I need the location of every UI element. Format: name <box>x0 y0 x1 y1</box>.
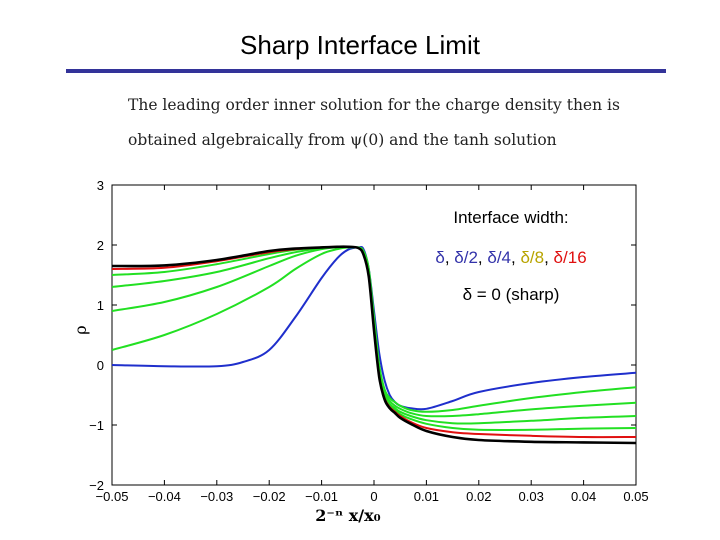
x-tick-label: −0.02 <box>253 489 286 504</box>
text-line-2: obtained algebraically from ψ(0) and the… <box>128 131 557 149</box>
y-axis-label: ρ <box>71 325 90 334</box>
x-tick-label: 0.03 <box>519 489 544 504</box>
annotation-sharp: δ = 0 (sharp) <box>463 285 560 304</box>
delta-label-6: δ/8 <box>520 248 544 267</box>
x-tick-label: 0.01 <box>414 489 439 504</box>
text-line-1: The leading order inner solution for the… <box>128 96 620 114</box>
x-axis-label: 2⁻ⁿ x/x₀ <box>315 506 380 525</box>
delta-label-5: , <box>511 248 520 267</box>
delta-label-4: δ/4 <box>487 248 511 267</box>
y-tick-label: 3 <box>97 178 104 193</box>
y-tick-label: 2 <box>97 238 104 253</box>
x-tick-label: 0.05 <box>623 489 648 504</box>
slide-title: Sharp Interface Limit <box>240 30 480 60</box>
x-tick-label: 0.04 <box>571 489 596 504</box>
x-tick-label: −0.01 <box>305 489 338 504</box>
y-tick-label: 1 <box>97 298 104 313</box>
y-tick-label: 0 <box>97 358 104 373</box>
delta-label-8: δ/16 <box>554 248 587 267</box>
y-tick-label: −2 <box>89 478 104 493</box>
x-tick-label: −0.05 <box>96 489 129 504</box>
x-tick-label: −0.03 <box>200 489 233 504</box>
annotation-deltas: δ, δ/2, δ/4, δ/8, δ/16 <box>435 248 586 267</box>
annotation-bg <box>420 198 612 310</box>
y-tick-label: −1 <box>89 418 104 433</box>
series-line-6 <box>112 245 636 445</box>
delta-label-3: , <box>478 248 487 267</box>
delta-label-2: δ/2 <box>454 248 478 267</box>
x-tick-label: 0 <box>370 489 377 504</box>
x-tick-label: −0.04 <box>148 489 181 504</box>
delta-label-0: δ <box>435 248 444 267</box>
delta-label-1: , <box>445 248 454 267</box>
series-group <box>112 245 636 445</box>
annotation-heading: Interface width: <box>453 208 568 227</box>
delta-label-7: , <box>544 248 553 267</box>
x-tick-label: 0.02 <box>466 489 491 504</box>
title-rule <box>66 69 666 73</box>
